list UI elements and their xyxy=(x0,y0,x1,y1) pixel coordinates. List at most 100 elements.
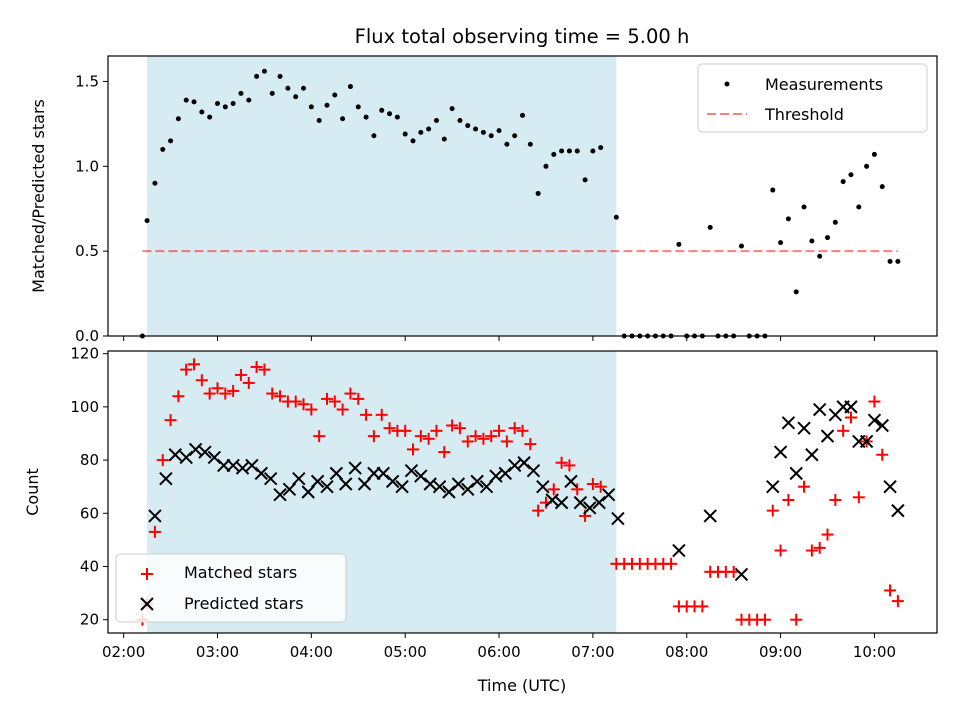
matched-star-point-67 xyxy=(665,557,678,570)
measurement-point-41 xyxy=(457,117,463,123)
measurement-point-60 xyxy=(613,214,619,220)
matched-star-point-5 xyxy=(172,390,185,403)
matched-star-point-32 xyxy=(383,422,396,435)
matched-star-point-14 xyxy=(242,376,255,389)
predicted-star-point-50 xyxy=(672,543,686,558)
matched-star-point-12 xyxy=(227,384,240,397)
predicted-star-point-32 xyxy=(451,477,466,491)
matched-star-point-28 xyxy=(352,392,365,405)
top-y-axis: 0.0 0.5 1.0 1.5 xyxy=(75,72,108,345)
predicted-star-point-30 xyxy=(432,479,447,494)
measurement-point-16 xyxy=(261,68,267,74)
matched-star-point-13 xyxy=(234,368,247,381)
predicted-star-point-26 xyxy=(395,479,409,494)
predicted-star-point-20 xyxy=(339,477,353,491)
measurement-point-35 xyxy=(410,138,416,144)
matched-star-point-53 xyxy=(547,483,560,496)
predicted-star-point-0 xyxy=(148,509,162,523)
measurement-point-57 xyxy=(582,177,588,183)
measurement-point-10 xyxy=(214,101,220,107)
measurement-point-1 xyxy=(144,218,150,224)
matched-star-point-11 xyxy=(219,387,232,400)
predicted-star-point-29 xyxy=(423,477,437,491)
bottom-xtick-label-0: 02:00 xyxy=(102,643,145,661)
measurement-point-83 xyxy=(793,289,799,295)
x-axis-label: Time (UTC) xyxy=(477,676,566,695)
matched-star-point-10 xyxy=(211,382,224,395)
matched-star-point-29 xyxy=(360,408,373,421)
measurement-point-25 xyxy=(332,92,338,98)
predicted-star-point-5 xyxy=(198,445,212,459)
matched-star-point-35 xyxy=(407,443,420,456)
predicted-star-point-21 xyxy=(348,461,362,475)
measurement-point-4 xyxy=(168,138,174,144)
measurement-point-94 xyxy=(879,184,885,190)
predicted-star-point-9 xyxy=(235,461,250,475)
bottom-y-axis-label: Count xyxy=(23,468,42,516)
measurement-point-90 xyxy=(848,172,854,178)
matched-star-point-8 xyxy=(195,374,208,387)
top-shaded-interval xyxy=(147,56,617,336)
bottom-ytick-label-4: 100 xyxy=(70,398,99,416)
matched-star-point-43 xyxy=(469,430,482,443)
matched-star-point-30 xyxy=(367,430,380,443)
measurement-point-32 xyxy=(387,111,393,117)
measurement-point-18 xyxy=(277,73,283,79)
matched-star-point-88 xyxy=(829,493,842,506)
legend-predicted-marker xyxy=(140,597,154,611)
predicted-star-point-45 xyxy=(573,495,588,510)
matched-star-point-54 xyxy=(555,456,568,469)
predicted-star-point-41 xyxy=(536,479,550,494)
matched-star-point-81 xyxy=(774,544,787,557)
matched-star-point-22 xyxy=(305,403,318,416)
predicted-star-point-57 xyxy=(797,421,811,435)
measurement-point-21 xyxy=(301,85,307,91)
bottom-ytick-label-1: 40 xyxy=(80,557,99,575)
measurement-point-6 xyxy=(183,97,189,103)
top-plot-frame xyxy=(107,55,938,337)
matched-star-point-93 xyxy=(868,395,881,408)
bottom-xtick-label-7: 09:00 xyxy=(759,643,802,661)
measurement-point-48 xyxy=(512,133,518,139)
matched-star-point-80 xyxy=(766,504,779,517)
matched-star-point-95 xyxy=(884,584,897,597)
matched-star-point-83 xyxy=(790,613,803,626)
measurement-point-5 xyxy=(175,116,181,122)
top-ytick-label-3: 1.5 xyxy=(75,72,99,90)
matched-star-point-71 xyxy=(696,600,709,613)
predicted-star-point-18 xyxy=(320,479,334,494)
matched-star-point-47 xyxy=(500,435,513,448)
matched-star-point-31 xyxy=(375,408,388,421)
top-legend-box xyxy=(697,63,928,133)
top-ytick-label-0: 0.0 xyxy=(75,327,99,345)
predicted-star-point-15 xyxy=(292,471,306,486)
predicted-star-point-69 xyxy=(891,503,905,518)
predicted-star-point-16 xyxy=(301,485,315,499)
predicted-star-point-22 xyxy=(357,477,372,491)
measurement-point-59 xyxy=(598,145,604,151)
predicted-star-point-52 xyxy=(734,567,749,582)
measurement-point-47 xyxy=(504,141,510,147)
matched-star-point-23 xyxy=(313,430,326,443)
predicted-star-point-56 xyxy=(789,466,803,481)
bottom-plot-frame xyxy=(107,350,938,634)
matched-star-point-51 xyxy=(532,504,545,517)
measurement-point-54 xyxy=(559,148,565,154)
measurement-point-28 xyxy=(355,104,361,110)
bottom-xtick-label-3: 05:00 xyxy=(384,643,427,661)
bottom-ytick-label-0: 20 xyxy=(80,611,99,629)
measurement-point-93 xyxy=(871,151,877,157)
measurement-point-50 xyxy=(527,141,533,147)
matched-star-point-58 xyxy=(586,478,599,491)
matched-star-point-96 xyxy=(891,595,904,608)
matched-star-point-17 xyxy=(266,387,279,400)
predicted-star-point-34 xyxy=(470,474,484,489)
predicted-star-point-49 xyxy=(611,511,625,526)
legend-matched-marker xyxy=(141,568,153,580)
predicted-stars-series xyxy=(148,400,905,582)
predicted-star-point-38 xyxy=(507,458,522,473)
measurement-point-15 xyxy=(254,73,260,79)
measurement-point-38 xyxy=(433,117,439,123)
predicted-star-point-67 xyxy=(875,418,889,433)
measurement-point-2 xyxy=(152,180,158,186)
